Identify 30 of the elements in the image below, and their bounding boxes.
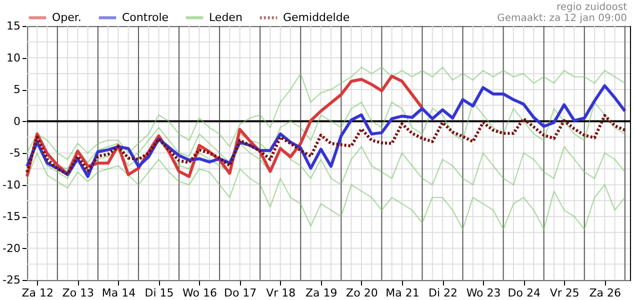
x-tick-label: Za 26 xyxy=(589,286,622,300)
x-tick-label: Za 12 xyxy=(22,286,54,300)
legend-label: Controle xyxy=(122,10,169,24)
y-tick-label: -25 xyxy=(2,274,20,286)
x-tick-label: Vr 25 xyxy=(550,286,580,300)
x-tick-label: Wo 16 xyxy=(182,286,218,300)
x-tick-label: Di 22 xyxy=(428,286,458,300)
legend-label: Oper. xyxy=(52,10,82,24)
x-tick-label: Zo 20 xyxy=(346,286,378,300)
x-tick-label: Do 24 xyxy=(508,286,540,300)
legend-label: Leden xyxy=(209,10,242,24)
x-tick-label: Wo 23 xyxy=(466,286,501,300)
x-tick-label: Vr 18 xyxy=(266,286,296,300)
y-tick-label: -5 xyxy=(10,146,20,160)
y-tick-label: -10 xyxy=(2,178,20,192)
y-tick-label: -20 xyxy=(2,242,20,255)
text: regio zuidoost xyxy=(556,2,628,13)
x-tick-label: Za 19 xyxy=(306,286,338,300)
legend-label: Gemiddelde xyxy=(283,10,350,24)
x-tick-label: Ma 21 xyxy=(386,286,420,300)
x-tick-label: Ma 14 xyxy=(102,286,136,300)
text: Gemaakt: za 12 jan 09:00 xyxy=(497,13,627,24)
y-tick-label: 0 xyxy=(14,114,20,128)
y-tick-label: 5 xyxy=(14,83,20,96)
x-tick-label: Di 15 xyxy=(144,286,174,300)
y-tick-label: -15 xyxy=(2,210,20,223)
x-tick-label: Do 17 xyxy=(224,286,257,300)
y-tick-label: 10 xyxy=(6,51,20,64)
x-tick-label: Zo 13 xyxy=(62,286,94,300)
y-tick-label: 15 xyxy=(6,20,20,32)
